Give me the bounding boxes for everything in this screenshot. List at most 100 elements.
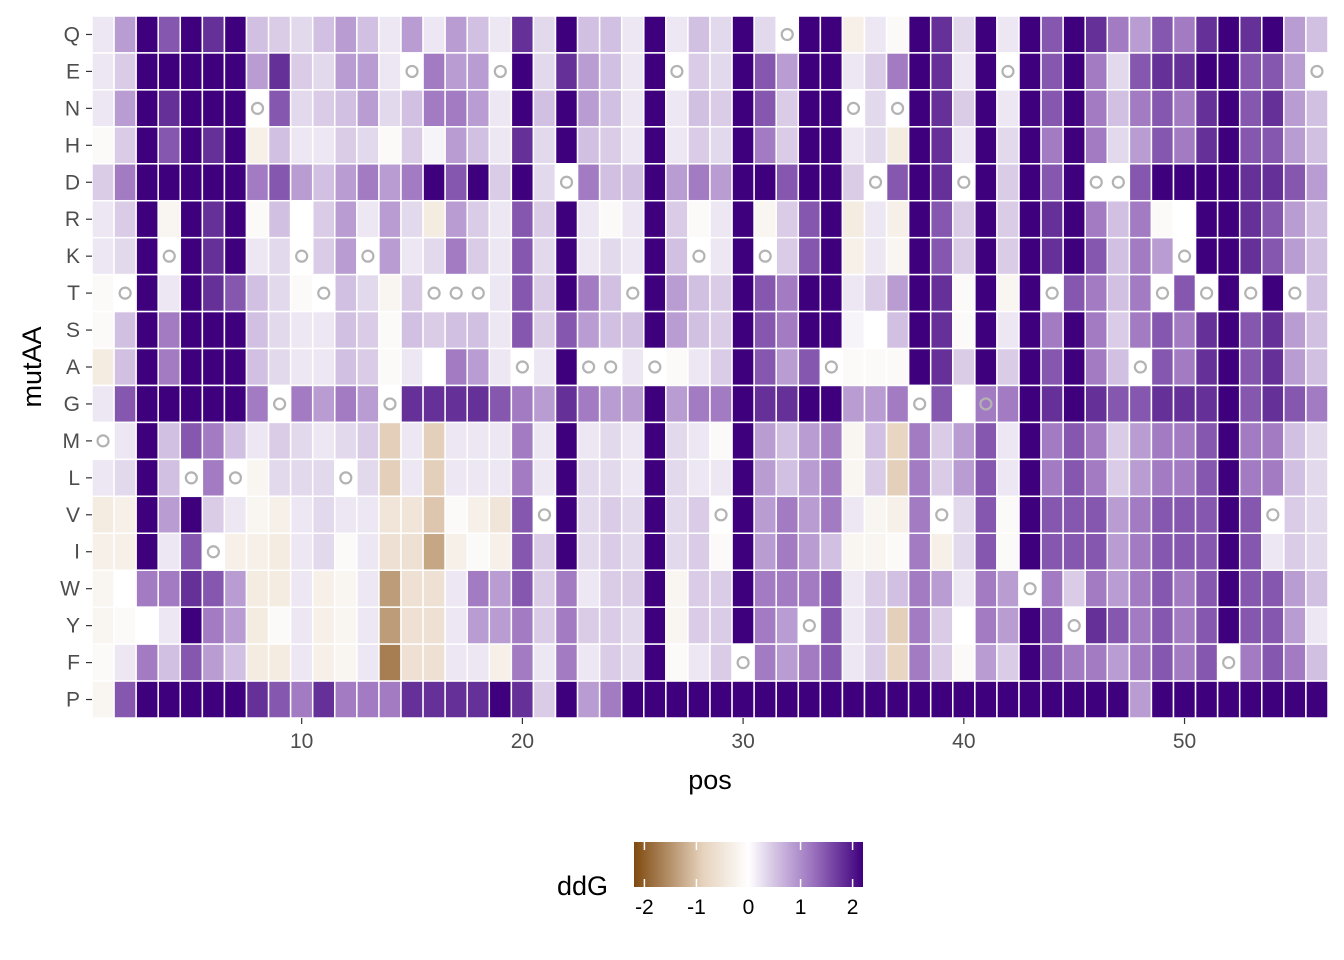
heatmap-cell-P-31 <box>753 680 777 719</box>
heatmap-cell-R-41 <box>974 199 998 239</box>
y-tick-label-I: I <box>74 541 80 564</box>
heatmap-cell-M-10 <box>289 421 314 461</box>
native-marker-54 <box>1266 508 1280 522</box>
heatmap-cell-T-26 <box>643 273 667 313</box>
heatmap-cell-K-4 <box>157 236 182 276</box>
heatmap-cell-P-5 <box>179 680 204 719</box>
heatmap-cell-W-5 <box>179 569 204 608</box>
heatmap-cell-S-37 <box>885 310 910 350</box>
heatmap-cell-F-2 <box>113 643 137 682</box>
heatmap-cell-Q-15 <box>400 15 424 54</box>
heatmap-cell-R-15 <box>400 199 424 239</box>
heatmap-cell-H-14 <box>378 126 402 165</box>
heatmap-cell-T-11 <box>311 273 336 313</box>
heatmap-cell-Q-20 <box>510 15 535 54</box>
heatmap-cell-Q-40 <box>952 15 976 54</box>
heatmap-cell-L-27 <box>665 458 689 498</box>
heatmap-cell-Y-22 <box>554 606 579 645</box>
heatmap-cell-F-38 <box>907 643 932 682</box>
heatmap-cell-H-12 <box>334 126 358 165</box>
heatmap-cell-E-24 <box>598 52 623 91</box>
heatmap-cell-Q-19 <box>488 15 513 54</box>
heatmap-cell-H-23 <box>576 126 601 165</box>
heatmap-cell-F-7 <box>223 643 248 682</box>
native-marker-28 <box>692 249 706 263</box>
heatmap-cell-A-32 <box>775 347 800 387</box>
heatmap-cell-L-29 <box>709 458 733 498</box>
native-marker-8 <box>250 101 265 115</box>
heatmap-cell-T-35 <box>841 273 866 313</box>
heatmap-cell-G-30 <box>731 384 755 424</box>
heatmap-cell-T-33 <box>797 273 822 313</box>
heatmap-cell-Y-3 <box>135 606 159 645</box>
heatmap-cell-K-56 <box>1305 236 1329 276</box>
y-tick-label-E: E <box>66 60 80 83</box>
heatmap-cell-L-44 <box>1040 458 1064 498</box>
heatmap-cell-T-50 <box>1172 273 1197 313</box>
heatmap-cell-G-7 <box>223 384 248 424</box>
heatmap-cell-H-8 <box>245 126 270 165</box>
heatmap-cell-F-29 <box>709 643 733 682</box>
heatmap-cell-Q-7 <box>223 15 248 54</box>
heatmap-cell-D-47 <box>1106 163 1131 202</box>
heatmap-cell-R-37 <box>885 199 910 239</box>
heatmap-cell-Y-14 <box>378 606 402 645</box>
heatmap-cell-Q-55 <box>1283 15 1307 54</box>
heatmap-cell-I-5 <box>179 532 204 571</box>
heatmap-cell-V-23 <box>576 495 601 535</box>
heatmap-cell-N-24 <box>598 89 623 128</box>
heatmap-cell-P-40 <box>952 680 976 719</box>
heatmap-cell-T-48 <box>1128 273 1153 313</box>
heatmap-cell-M-23 <box>576 421 601 461</box>
heatmap-cell-M-39 <box>929 421 954 461</box>
heatmap-cell-E-36 <box>863 52 888 91</box>
heatmap-cell-P-24 <box>598 680 623 719</box>
heatmap-cell-Q-29 <box>709 15 733 54</box>
native-marker-38 <box>913 397 927 411</box>
heatmap-cell-Q-26 <box>643 15 667 54</box>
heatmap-cell-K-22 <box>554 236 579 276</box>
heatmap-cell-K-43 <box>1018 236 1042 276</box>
heatmap-cell-F-3 <box>135 643 159 682</box>
heatmap-cell-P-2 <box>113 680 137 719</box>
heatmap-cell-M-42 <box>996 421 1020 461</box>
heatmap-cell-V-46 <box>1084 495 1109 535</box>
heatmap-cell-D-32 <box>775 163 800 202</box>
heatmap-cell-H-50 <box>1172 126 1197 165</box>
heatmap-cell-T-32 <box>775 273 800 313</box>
heatmap-cell-L-41 <box>974 458 998 498</box>
heatmap-cell-W-16 <box>422 569 446 608</box>
native-marker-6 <box>206 545 220 559</box>
heatmap-cell-N-18 <box>466 89 491 128</box>
heatmap-cell-N-43 <box>1018 89 1042 128</box>
heatmap-cell-G-17 <box>444 384 468 424</box>
heatmap-cell-T-46 <box>1084 273 1109 313</box>
heatmap-cell-N-20 <box>510 89 535 128</box>
heatmap-cell-M-3 <box>135 421 159 461</box>
heatmap-cell-L-26 <box>643 458 667 498</box>
heatmap-cell-R-51 <box>1194 199 1219 239</box>
heatmap-cell-I-6 <box>201 532 226 571</box>
heatmap-cell-D-23 <box>576 163 601 202</box>
heatmap-cell-P-51 <box>1194 680 1219 719</box>
heatmap-cell-Q-18 <box>466 15 491 54</box>
heatmap-cell-E-38 <box>907 52 932 91</box>
heatmap-cell-K-19 <box>488 236 513 276</box>
heatmap-cell-G-32 <box>775 384 800 424</box>
heatmap-cell-Y-11 <box>311 606 336 645</box>
heatmap-cell-H-9 <box>267 126 292 165</box>
heatmap-cell-G-48 <box>1128 384 1153 424</box>
heatmap-cell-R-44 <box>1040 199 1064 239</box>
heatmap-cell-L-36 <box>863 458 888 498</box>
heatmap-cell-H-43 <box>1018 126 1042 165</box>
heatmap-cell-L-7 <box>223 458 248 498</box>
y-tick-label-W: W <box>60 578 80 601</box>
native-marker-36 <box>868 175 883 189</box>
heatmap-cell-F-50 <box>1172 643 1197 682</box>
heatmap-cell-E-31 <box>753 52 777 91</box>
color-legend: ddG -2 -1 0 1 2 <box>557 842 863 919</box>
heatmap-cell-M-14 <box>378 421 402 461</box>
plot-panel <box>91 15 1329 719</box>
heatmap-cell-E-49 <box>1150 52 1175 91</box>
heatmap-cell-E-18 <box>466 52 491 91</box>
